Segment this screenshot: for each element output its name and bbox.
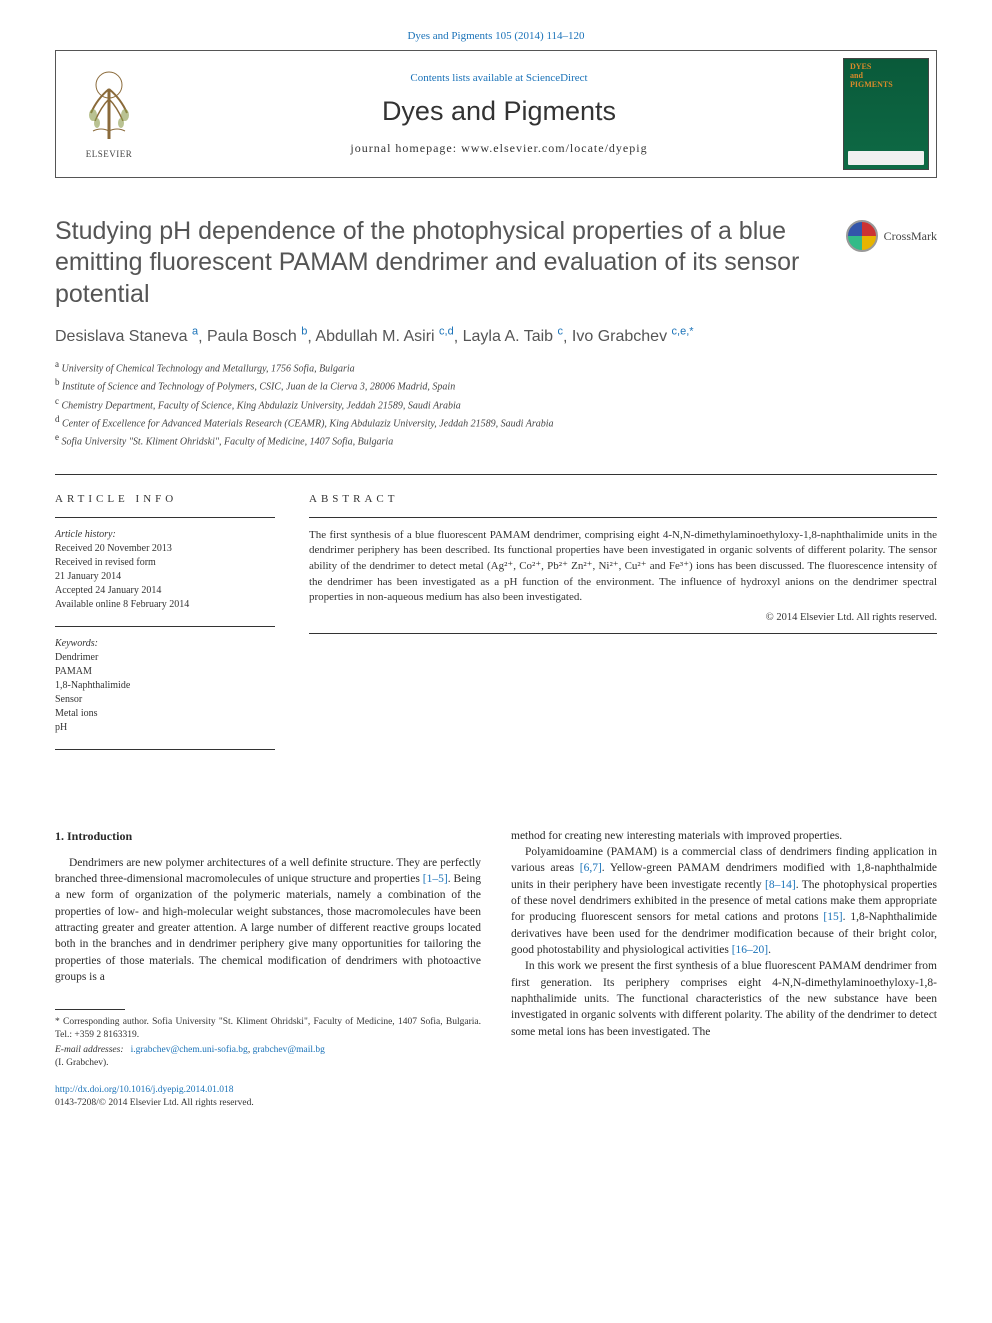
abstract-text: The first synthesis of a blue fluorescen… [309, 528, 937, 606]
author: Layla A. Taib c [463, 328, 563, 345]
author: Paula Bosch b [207, 328, 307, 345]
abstract-divider [309, 633, 937, 634]
section-heading: 1. Introduction [55, 828, 481, 845]
affiliation: a University of Chemical Technology and … [55, 358, 937, 376]
authors-line: Desislava Staneva a, Paula Bosch b, Abdu… [55, 326, 937, 346]
paragraph: Dendrimers are new polymer architectures… [55, 855, 481, 986]
author: Ivo Grabchev c,e,* [572, 328, 694, 345]
paragraph: In this work we present the first synthe… [511, 958, 937, 1040]
issue-text: Dyes and Pigments 105 (2014) 114–120 [407, 30, 584, 42]
keyword: Sensor [55, 693, 275, 707]
info-divider [55, 626, 275, 627]
doi-link[interactable]: http://dx.doi.org/10.1016/j.dyepig.2014.… [55, 1085, 233, 1095]
abstract-column: ABSTRACT The first synthesis of a blue f… [309, 493, 937, 750]
crossmark-badge[interactable]: CrossMark [846, 220, 937, 252]
affiliation: e Sofia University "St. Kliment Ohridski… [55, 431, 937, 449]
history-received: Received 20 November 2013 [55, 542, 275, 556]
keywords-label: Keywords: [55, 637, 275, 651]
affiliation: b Institute of Science and Technology of… [55, 376, 937, 394]
citation-link[interactable]: [8–14] [765, 879, 796, 891]
keyword: 1,8-Naphthalimide [55, 679, 275, 693]
history-revised-date: 21 January 2014 [55, 570, 275, 584]
keyword: Dendrimer [55, 651, 275, 665]
journal-name: Dyes and Pigments [382, 96, 616, 127]
article-title: Studying pH dependence of the photophysi… [55, 216, 826, 310]
affiliations: a University of Chemical Technology and … [55, 358, 937, 450]
abstract-divider [309, 517, 937, 518]
body-columns: 1. Introduction Dendrimers are new polym… [55, 828, 937, 1111]
right-column: method for creating new interesting mate… [511, 828, 937, 1111]
keyword: Metal ions [55, 707, 275, 721]
paragraph: Polyamidoamine (PAMAM) is a commercial c… [511, 844, 937, 958]
keyword: PAMAM [55, 665, 275, 679]
email-link[interactable]: i.grabchev@chem.uni-sofia.bg [131, 1045, 248, 1055]
masthead-center: Contents lists available at ScienceDirec… [162, 51, 836, 177]
abstract-copyright: © 2014 Elsevier Ltd. All rights reserved… [309, 612, 937, 623]
article-info-column: ARTICLE INFO Article history: Received 2… [55, 493, 275, 750]
journal-cover-icon: DYES and PIGMENTS [843, 58, 929, 170]
journal-home-url[interactable]: www.elsevier.com/locate/dyepig [461, 141, 648, 155]
contents-line: Contents lists available at ScienceDirec… [410, 72, 587, 84]
info-divider [55, 749, 275, 750]
affiliation: c Chemistry Department, Faculty of Scien… [55, 395, 937, 413]
email-link[interactable]: grabchev@mail.bg [253, 1045, 325, 1055]
paragraph: method for creating new interesting mate… [511, 828, 937, 844]
article-info-heading: ARTICLE INFO [55, 493, 275, 505]
publisher-logo-block: ELSEVIER [56, 51, 162, 177]
sciencedirect-link[interactable]: ScienceDirect [526, 72, 588, 84]
journal-homepage: journal homepage: www.elsevier.com/locat… [350, 141, 647, 156]
elsevier-tree-icon [73, 69, 145, 147]
affiliation: d Center of Excellence for Advanced Mate… [55, 413, 937, 431]
info-divider [55, 517, 275, 518]
issn-line: 0143-7208/© 2014 Elsevier Ltd. All right… [55, 1097, 481, 1110]
footnote-separator [55, 1009, 125, 1010]
masthead-cover-block: DYES and PIGMENTS [836, 51, 936, 177]
corresponding-author-footnote: * Corresponding author. Sofia University… [55, 1016, 481, 1069]
author: Desislava Staneva a [55, 328, 198, 345]
citation-link[interactable]: [15] [823, 911, 842, 923]
history-online: Available online 8 February 2014 [55, 598, 275, 612]
keyword: pH [55, 721, 275, 735]
header-issue-link[interactable]: Dyes and Pigments 105 (2014) 114–120 [55, 30, 937, 42]
crossmark-label: CrossMark [884, 229, 937, 244]
citation-link[interactable]: [1–5] [423, 873, 448, 885]
doi-block: http://dx.doi.org/10.1016/j.dyepig.2014.… [55, 1084, 481, 1111]
history-label: Article history: [55, 528, 275, 542]
crossmark-icon [846, 220, 878, 252]
publisher-name: ELSEVIER [86, 149, 133, 159]
abstract-heading: ABSTRACT [309, 493, 937, 505]
author: Abdullah M. Asiri c,d [315, 328, 453, 345]
citation-link[interactable]: [6,7] [580, 862, 602, 874]
masthead: ELSEVIER Contents lists available at Sci… [55, 50, 937, 178]
history-revised: Received in revised form [55, 556, 275, 570]
citation-link[interactable]: [16–20] [732, 944, 768, 956]
left-column: 1. Introduction Dendrimers are new polym… [55, 828, 481, 1111]
history-accepted: Accepted 24 January 2014 [55, 584, 275, 598]
